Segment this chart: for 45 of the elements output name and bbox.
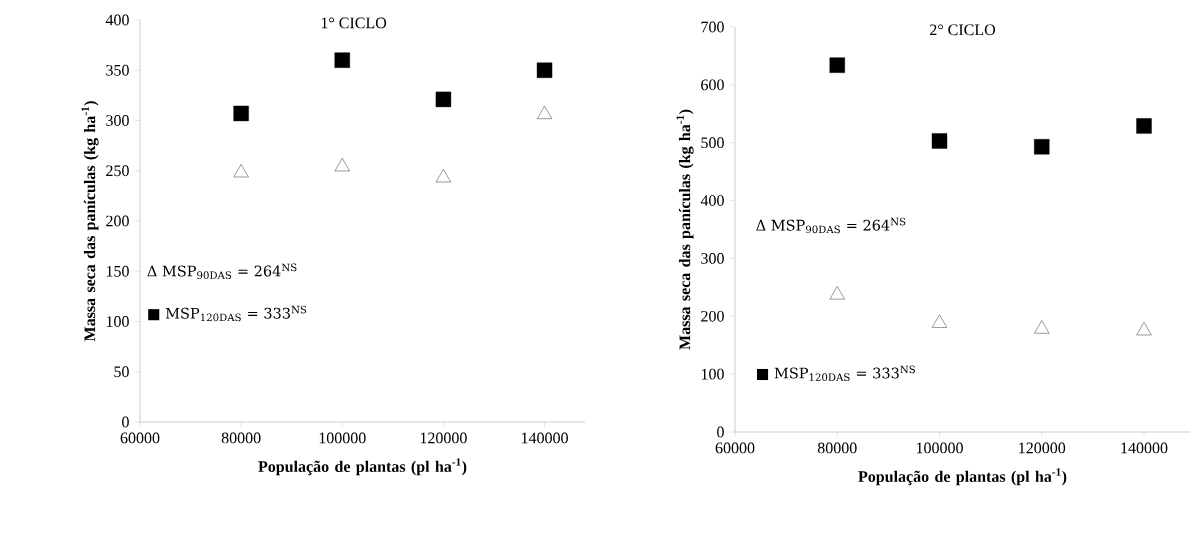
point <box>829 286 845 300</box>
y-tick-label: 100 <box>701 368 724 380</box>
y-tick-label: 300 <box>106 115 129 126</box>
y-tick-label: 250 <box>106 165 129 177</box>
y-tick-label: 150 <box>106 265 129 277</box>
x-tick-label: 120000 <box>1019 442 1066 454</box>
x-tick-label: 60000 <box>120 432 160 444</box>
y-tick-label: 700 <box>701 21 724 33</box>
point <box>829 57 845 73</box>
point <box>1034 139 1050 155</box>
y-tick-label: 400 <box>700 195 724 206</box>
x-tick-label: 60000 <box>715 442 755 454</box>
annotation: ■ MSP$_{120DAS}$ = 333$^{NS}$ <box>148 305 307 322</box>
point <box>1034 320 1050 334</box>
y-tick-label: 400 <box>105 14 129 26</box>
y-axis-title: Massa seca das panículas (kg ha$^{-1}$) <box>81 101 99 342</box>
annotation: Δ MSP$_{90DAS}$ = 264$^{NS}$ <box>147 263 297 279</box>
x-tick-label: 80000 <box>221 432 261 444</box>
x-tick-label: 80000 <box>817 442 857 454</box>
y-tick-label: 200 <box>106 215 129 227</box>
y-tick-label: 0 <box>122 416 129 428</box>
x-axis-title: População de plantas (pl ha$^{-1}$) <box>858 468 1067 486</box>
y-tick-label: 500 <box>701 137 724 149</box>
y-tick-label: 100 <box>106 316 129 327</box>
point <box>931 133 948 149</box>
x-axis-title: População de plantas (pl ha$^{-1}$) <box>258 458 467 476</box>
y-tick-label: 300 <box>701 253 724 264</box>
chart-title: 2° CICLO <box>930 24 996 36</box>
point <box>1136 118 1152 134</box>
x-tick-label: 120000 <box>420 432 467 444</box>
y-tick-label: 50 <box>114 366 129 378</box>
y-axis-title: Massa seca das panículas (kg ha$^{-1}$) <box>676 109 694 350</box>
x-tick-label: 140000 <box>521 432 568 444</box>
point <box>1136 322 1152 336</box>
y-tick-label: 0 <box>717 426 724 438</box>
y-tick-label: 350 <box>106 64 129 76</box>
y-tick-label: 200 <box>701 310 724 322</box>
x-tick-label: 100000 <box>319 432 366 444</box>
x-tick-label: 140000 <box>1121 442 1168 454</box>
annotation: Δ MSP$_{90DAS}$ = 264$^{NS}$ <box>756 217 906 234</box>
point <box>931 314 948 328</box>
annotation: ■ MSP$_{120DAS}$ = 333$^{NS}$ <box>757 365 915 382</box>
chart-title: 1° CICLO <box>321 17 387 29</box>
y-tick-label: 600 <box>701 79 724 91</box>
x-tick-label: 100000 <box>916 442 963 454</box>
